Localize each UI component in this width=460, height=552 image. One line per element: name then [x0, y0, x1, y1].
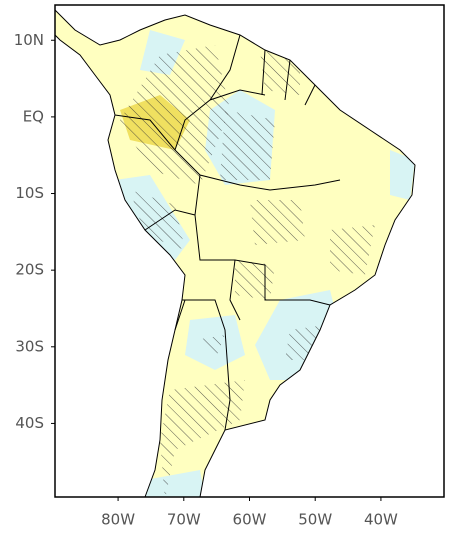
lon-tick-label: 60W — [233, 511, 267, 529]
country-borders — [114, 34, 341, 431]
lon-tick-label: 40W — [364, 511, 398, 529]
continent — [55, 10, 415, 497]
lat-tick-label: 10S — [15, 184, 44, 202]
lon-tick-label: 80W — [101, 511, 135, 529]
lon-tick-label: 70W — [167, 511, 201, 529]
lon-tick-label: 50W — [298, 511, 332, 529]
lat-tick-label: EQ — [23, 107, 44, 125]
lat-tick-label: 20S — [15, 261, 44, 279]
lat-tick-label: 40S — [15, 414, 44, 432]
lat-tick-label: 10N — [14, 31, 44, 49]
lat-tick-label: 30S — [15, 337, 44, 355]
